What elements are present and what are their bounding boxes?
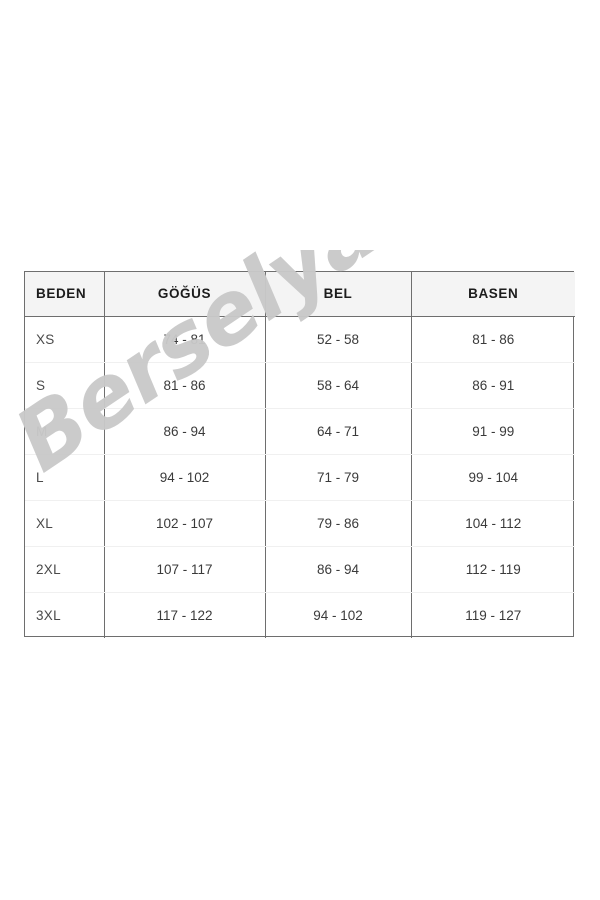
table-header-row: BEDEN GÖĞÜS BEL BASEN	[25, 272, 575, 317]
cell-waist: 58 - 64	[265, 362, 412, 409]
cell-chest: 102 - 107	[104, 500, 266, 547]
cell-hip: 104 - 112	[411, 500, 575, 547]
table-row: M 86 - 94 64 - 71 91 - 99	[25, 408, 575, 455]
cell-chest: 117 - 122	[104, 592, 266, 638]
table-row: S 81 - 86 58 - 64 86 - 91	[25, 362, 575, 409]
table-row: L 94 - 102 71 - 79 99 - 104	[25, 454, 575, 501]
column-header-basen: BASEN	[411, 272, 575, 317]
cell-size: S	[25, 362, 105, 409]
cell-waist: 86 - 94	[265, 546, 412, 593]
cell-hip: 91 - 99	[411, 408, 575, 455]
cell-size: XL	[25, 500, 105, 547]
cell-size: XS	[25, 316, 105, 363]
cell-size: L	[25, 454, 105, 501]
cell-size: 3XL	[25, 592, 105, 638]
cell-chest: 94 - 102	[104, 454, 266, 501]
cell-hip: 86 - 91	[411, 362, 575, 409]
size-chart-table: BEDEN GÖĞÜS BEL BASEN XS 74 - 81 52 - 58…	[25, 272, 575, 638]
table-row: 3XL 117 - 122 94 - 102 119 - 127	[25, 592, 575, 638]
table-row: 2XL 107 - 117 86 - 94 112 - 119	[25, 546, 575, 593]
cell-hip: 112 - 119	[411, 546, 575, 593]
cell-chest: 74 - 81	[104, 316, 266, 363]
cell-size: M	[25, 408, 105, 455]
column-header-gogus: GÖĞÜS	[104, 272, 266, 317]
table-body: XS 74 - 81 52 - 58 81 - 86 S 81 - 86 58 …	[25, 316, 575, 638]
cell-waist: 79 - 86	[265, 500, 412, 547]
column-header-bel: BEL	[265, 272, 412, 317]
cell-waist: 64 - 71	[265, 408, 412, 455]
table-row: XL 102 - 107 79 - 86 104 - 112	[25, 500, 575, 547]
cell-chest: 81 - 86	[104, 362, 266, 409]
cell-waist: 71 - 79	[265, 454, 412, 501]
cell-hip: 119 - 127	[465, 607, 522, 623]
table-header: BEDEN GÖĞÜS BEL BASEN	[25, 272, 575, 317]
cell-hip: 99 - 104	[411, 454, 575, 501]
cell-waist: 52 - 58	[265, 316, 412, 363]
column-header-beden: BEDEN	[25, 272, 105, 317]
size-chart-table-container: BEDEN GÖĞÜS BEL BASEN XS 74 - 81 52 - 58…	[24, 271, 575, 638]
table-row: XS 74 - 81 52 - 58 81 - 86	[25, 316, 575, 363]
cell-chest: 86 - 94	[104, 408, 266, 455]
cell-chest: 107 - 117	[104, 546, 266, 593]
cell-waist: 94 - 102	[265, 592, 412, 638]
cell-hip: 81 - 86	[411, 316, 575, 363]
cell-size: 2XL	[25, 546, 105, 593]
